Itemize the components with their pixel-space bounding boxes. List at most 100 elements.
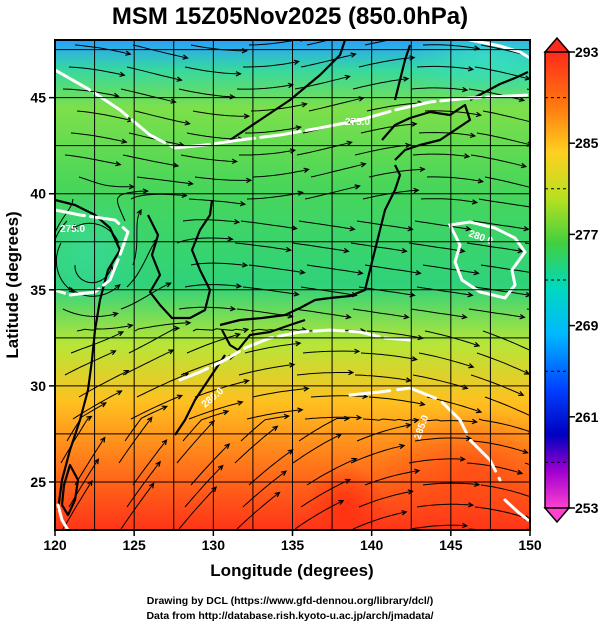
colorbar-ticks: 293 285 277 269 261 253 — [545, 44, 599, 516]
streamline-arrow — [346, 140, 353, 146]
colorbar-tick-label: 285 — [575, 135, 599, 151]
streamline — [238, 364, 295, 376]
streamline — [424, 110, 481, 116]
streamline — [292, 433, 342, 464]
streamline-arrow — [579, 527, 584, 531]
streamline-arrow — [577, 460, 582, 464]
streamline — [70, 331, 124, 354]
streamline — [420, 418, 477, 423]
streamline — [302, 350, 359, 354]
streamline-arrow — [593, 185, 598, 189]
streamline-arrow — [187, 180, 194, 187]
streamline-arrow — [115, 161, 122, 167]
streamline — [126, 461, 161, 508]
streamline — [190, 443, 230, 486]
streamline-arrow — [243, 113, 251, 119]
streamline-arrow — [419, 401, 426, 407]
streamline-arrow — [295, 125, 302, 131]
streamline-arrow — [100, 402, 108, 408]
streamline-arrow — [239, 200, 247, 207]
streamline-arrow — [407, 489, 414, 495]
coastline-japan-south — [221, 318, 306, 352]
streamline — [64, 350, 116, 376]
streamline-arrow — [419, 166, 426, 173]
streamline-arrow — [235, 71, 242, 77]
streamline-arrow — [117, 331, 125, 337]
streamline-arrow — [577, 98, 582, 102]
streamline — [62, 88, 119, 97]
streamline-arrow — [414, 468, 421, 474]
streamline — [188, 198, 245, 205]
streamline-arrow — [573, 548, 578, 552]
contour-label: 275.0 — [345, 117, 370, 128]
y-tick-label: 35 — [30, 282, 46, 298]
isotherm-southeast — [503, 498, 530, 522]
streamline — [298, 418, 349, 442]
streamline-arrow — [272, 425, 279, 432]
streamline — [308, 97, 364, 112]
streamline-arrow — [356, 414, 363, 421]
streamline-arrow — [116, 390, 123, 396]
streamline-arrow — [185, 320, 192, 326]
streamline-arrow — [571, 481, 576, 485]
streamline — [132, 439, 167, 486]
streamline — [478, 418, 530, 433]
streamline — [300, 53, 356, 68]
streamline-arrow — [172, 162, 180, 168]
streamline-arrow — [242, 327, 250, 333]
streamline — [354, 374, 411, 382]
streamline-arrow — [217, 464, 224, 471]
streamline-arrow — [303, 167, 310, 173]
streamline-arrow — [467, 502, 475, 508]
streamline — [352, 78, 409, 90]
streamline — [362, 418, 419, 422]
streamline-arrow — [293, 291, 300, 297]
streamline — [64, 154, 121, 166]
streamline — [132, 44, 188, 59]
streamline-arrow — [467, 66, 475, 72]
streamline — [472, 440, 528, 454]
streamline-arrow — [123, 369, 130, 375]
streamline — [74, 437, 106, 486]
streamline-arrow — [289, 148, 297, 154]
streamline — [414, 437, 471, 442]
colorbar-top-arrow — [543, 36, 571, 53]
streamline — [116, 190, 148, 222]
streamline — [416, 286, 473, 296]
streamline-arrow — [148, 482, 155, 489]
streamline-arrow — [170, 98, 177, 104]
streamline-arrow — [579, 164, 584, 168]
streamline-arrow — [519, 314, 526, 320]
streamline — [118, 417, 153, 464]
streamline-arrow — [517, 248, 524, 254]
streamline-arrow — [582, 440, 587, 444]
streamline — [74, 264, 113, 284]
streamline-arrow — [360, 162, 367, 168]
streamline — [420, 198, 477, 203]
streamline — [306, 264, 363, 274]
streamline — [416, 503, 473, 508]
streamline-arrow — [146, 416, 153, 423]
streamline-arrow — [399, 443, 406, 450]
streamline — [294, 500, 344, 530]
streamline-arrow — [465, 226, 472, 232]
streamline — [234, 425, 278, 464]
isotherm-south — [348, 386, 502, 482]
streamline-arrow — [468, 363, 475, 369]
streamline — [350, 445, 405, 464]
streamline-arrow — [348, 369, 355, 376]
streamline — [134, 110, 190, 125]
streamline-arrow — [533, 120, 538, 124]
streamline — [368, 168, 425, 178]
streamline-arrow — [475, 408, 483, 414]
streamline — [410, 308, 467, 318]
streamline — [184, 66, 241, 75]
streamline — [70, 132, 127, 143]
streamline-arrow — [591, 119, 596, 123]
x-tick-label: 125 — [122, 537, 146, 553]
coastline-taiwan — [60, 463, 80, 517]
streamline-arrow — [343, 247, 350, 254]
coastline-kurils — [469, 71, 529, 101]
streamline — [182, 219, 239, 223]
